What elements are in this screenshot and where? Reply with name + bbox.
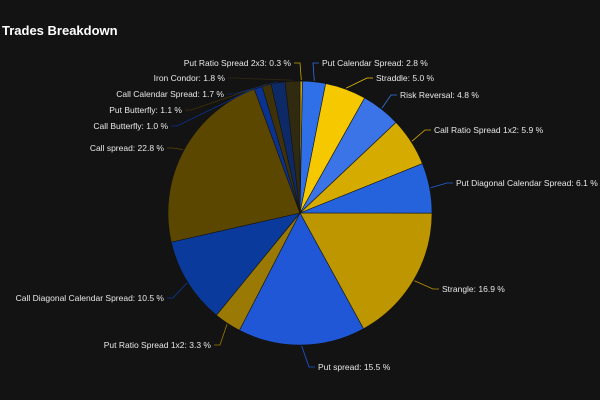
slice-label: Put Ratio Spread 2x3: 0.3 %	[184, 58, 292, 68]
pie-slice-strangle[interactable]	[299, 212, 433, 330]
slice-label: Call Diagonal Calendar Spread: 10.5 %	[16, 293, 165, 303]
slice-label: Risk Reversal: 4.8 %	[400, 90, 479, 100]
pie-slice-call-diagonal-calendar-spread[interactable]	[170, 212, 301, 316]
slice-label: Call Butterfly: 1.0 %	[93, 121, 168, 131]
slice-label: Call spread: 22.8 %	[90, 143, 165, 153]
leader-line	[301, 345, 315, 368]
chart-title: Trades Breakdown	[2, 23, 118, 38]
leader-line	[214, 324, 228, 346]
slice-label: Call Ratio Spread 1x2: 5.9 %	[434, 125, 544, 135]
leader-line	[167, 282, 188, 299]
pie-slice-put-spread[interactable]	[239, 212, 364, 346]
slice-label: Put spread: 15.5 %	[318, 362, 391, 372]
slice-label: Put Diagonal Calendar Spread: 6.1 %	[456, 178, 598, 188]
slice-labels: Put Ratio Spread 2x3: 0.3 % Put Calendar …	[16, 58, 599, 372]
slice-label: Put Calendar Spread: 2.8 %	[322, 58, 428, 68]
slice-label: Strangle: 16.9 %	[442, 284, 505, 294]
slice-label: Straddle: 5.0 %	[376, 73, 435, 83]
leader-line	[167, 147, 184, 150]
leader-line	[381, 94, 397, 109]
leader-lines	[167, 62, 453, 368]
leader-line	[411, 129, 431, 142]
leader-line	[228, 77, 293, 81]
slice-label: Put Ratio Spread 1x2: 3.3 %	[104, 340, 212, 350]
pie-slices	[167, 80, 433, 346]
leader-line	[294, 62, 302, 81]
leader-line	[430, 182, 453, 189]
slice-label: Put Butterfly: 1.1 %	[109, 105, 182, 115]
leader-line	[185, 83, 267, 111]
leader-line	[414, 280, 439, 290]
slice-label: Iron Condor: 1.8 %	[154, 73, 226, 83]
leader-line	[171, 86, 259, 127]
slice-label: Call Calendar Spread: 1.7 %	[116, 89, 224, 99]
leader-line	[227, 81, 278, 95]
leader-line	[345, 77, 373, 89]
pie-slice-iron-condor[interactable]	[284, 80, 301, 214]
leader-line	[312, 62, 319, 81]
